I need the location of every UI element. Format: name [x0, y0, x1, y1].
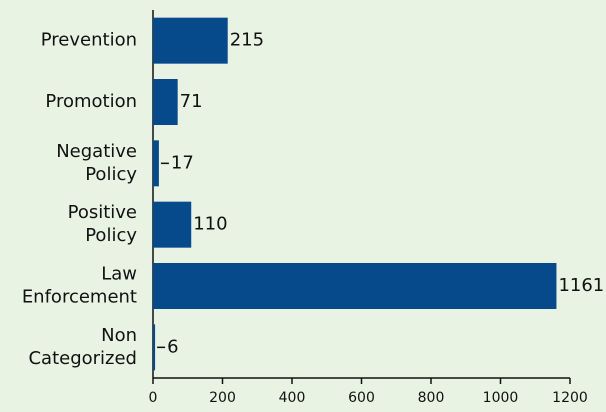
x-tick-label: 1200 [552, 390, 588, 406]
x-tick-label: 800 [418, 390, 445, 406]
y-tick-label: Law Enforcement [22, 264, 137, 308]
value-label: 17 [171, 152, 194, 173]
bar [153, 201, 192, 248]
bar [153, 324, 156, 371]
y-tick-label: Promotion [45, 91, 137, 112]
value-label: 71 [180, 91, 203, 112]
value-label: 6 [167, 336, 178, 357]
y-tick-label: Non Categorized [28, 325, 137, 369]
x-tick-label: 200 [209, 390, 236, 406]
value-label: 215 [230, 30, 264, 51]
bar [153, 263, 557, 309]
x-tick-label: 600 [348, 390, 375, 406]
x-tick-label: 0 [149, 390, 158, 406]
bar [153, 79, 178, 125]
bar [153, 140, 159, 187]
x-tick-label: 1000 [483, 390, 519, 406]
y-tick-label: Prevention [41, 30, 137, 51]
value-label: 1161 [558, 275, 604, 296]
y-tick-label: Negative Policy [56, 141, 137, 185]
x-tick-label: 400 [279, 390, 306, 406]
bar [153, 17, 228, 64]
y-tick-label: Positive Policy [68, 202, 138, 246]
value-label: 110 [193, 214, 227, 235]
